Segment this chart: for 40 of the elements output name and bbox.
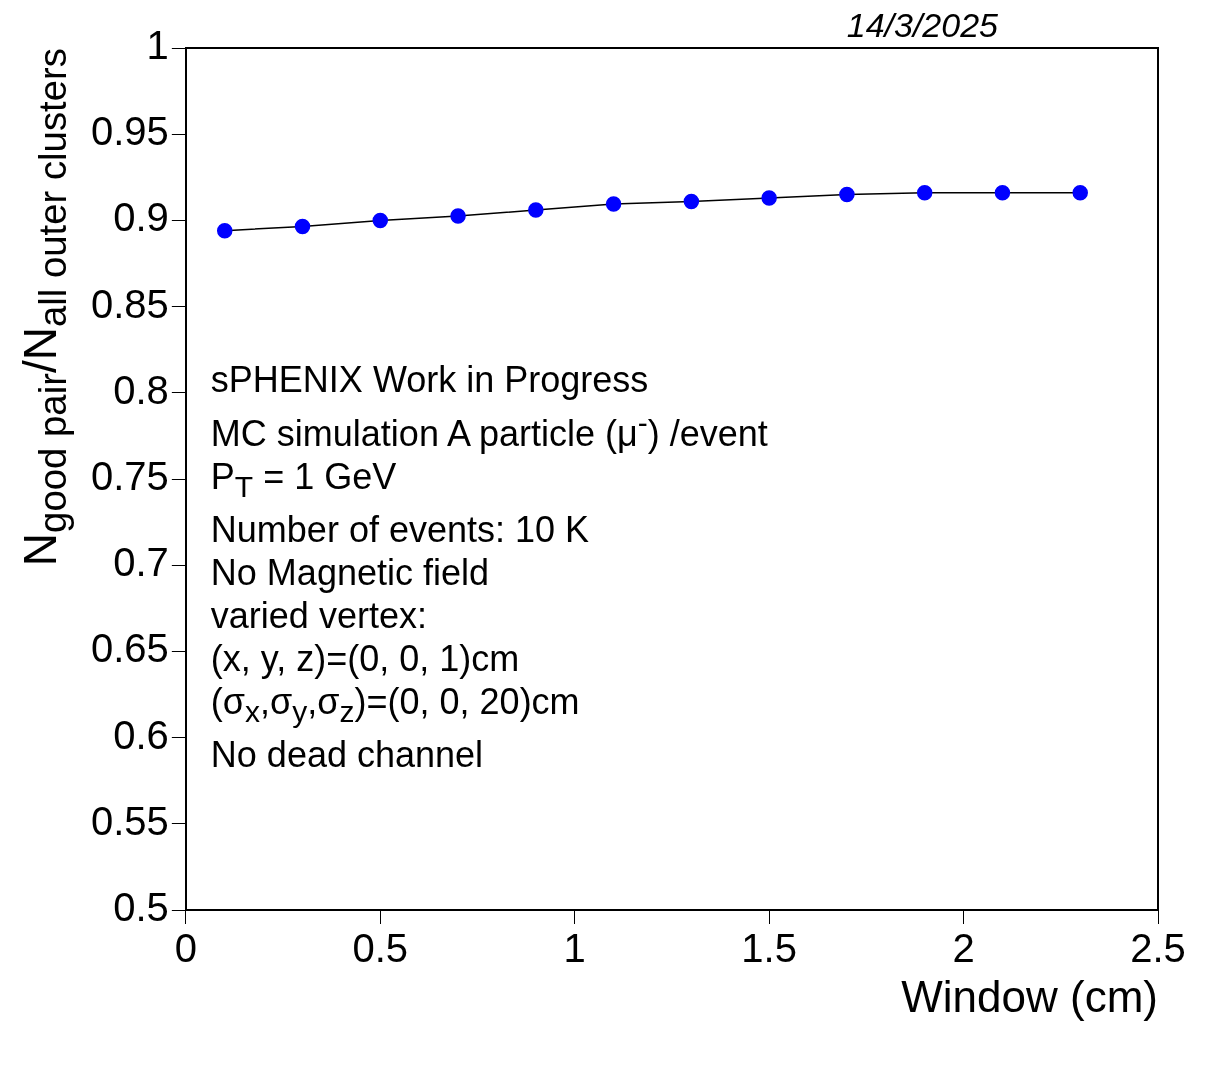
- y-tick-label: 0.85: [90, 281, 169, 326]
- point: [916, 185, 933, 201]
- annotation: sPHENIX Work in Progress: [210, 358, 650, 401]
- point: [216, 222, 233, 239]
- y-tick-label: 0.7: [113, 540, 169, 585]
- x-tick-label: 1.5: [741, 926, 797, 971]
- point: [372, 212, 389, 229]
- annotation: (σ$_{x}$,σ$_{y}$,σ$_{z}$)=(0, 0, 20)cm: [210, 680, 581, 731]
- y-tick-label: 0.5: [113, 885, 169, 930]
- annotation: P$_{T}$ = 1 GeV: [210, 455, 398, 506]
- point: [839, 186, 855, 203]
- y-tick-label: 0.8: [113, 367, 169, 412]
- point: [761, 190, 777, 206]
- y-tick-label: 0.95: [90, 109, 169, 154]
- y-tick-label: 0.75: [90, 454, 169, 499]
- y-tick-label: 0.6: [113, 712, 169, 757]
- point: [450, 208, 466, 224]
- point: [528, 202, 544, 218]
- x-axis-title: Window (cm): [901, 972, 1158, 1022]
- x-tick-label: 1: [563, 926, 586, 971]
- point: [605, 196, 622, 212]
- y-tick-label: 0.9: [113, 195, 169, 240]
- x-tick-label: 2: [952, 926, 975, 971]
- annotation: Number of events: 10 K: [210, 508, 591, 552]
- x-tick-label: 0: [174, 926, 197, 971]
- annotation: varied vertex:: [210, 594, 428, 638]
- point: [1072, 185, 1088, 201]
- point: [994, 185, 1011, 201]
- y-tick-label: 0.65: [90, 626, 169, 671]
- y-tick-label: 1: [146, 23, 169, 68]
- point: [294, 218, 311, 235]
- annotation: No dead channel: [210, 733, 485, 777]
- x-tick-label: 2.5: [1130, 926, 1186, 971]
- annotation: (x, y, z)=(0, 0, 1)cm: [210, 637, 521, 681]
- annotation: MC simulation A particle (μ$^{-}$) /event: [210, 405, 768, 455]
- annotation: No Magnetic field: [210, 551, 490, 595]
- y-tick-label: 0.55: [90, 798, 169, 843]
- point: [683, 193, 700, 210]
- x-tick-label: 0.5: [352, 926, 409, 971]
- chart-subtitle: 14/3/2025: [846, 6, 998, 45]
